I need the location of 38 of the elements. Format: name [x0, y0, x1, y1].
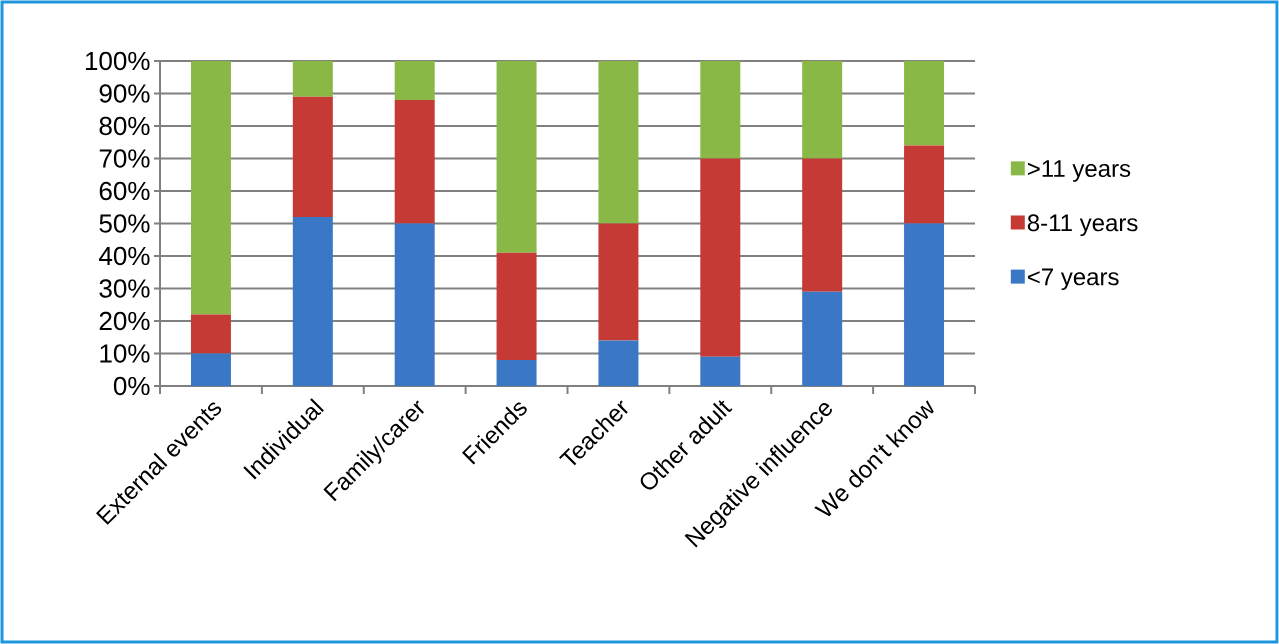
- bar: [904, 145, 945, 224]
- bar: [292, 96, 333, 217]
- bar: [700, 356, 741, 386]
- y-tick-label: 100%: [85, 51, 150, 71]
- y-tick-label: 10%: [100, 344, 150, 363]
- bar: [394, 223, 435, 386]
- y-tick-label: 0%: [113, 376, 150, 396]
- y-tick-label: 80%: [99, 116, 150, 136]
- bar: [394, 99, 435, 224]
- bar: [598, 340, 639, 386]
- legend-label: >11 years: [1027, 160, 1131, 182]
- y-tick-label: 90%: [99, 84, 150, 103]
- y-tick-label: 20%: [99, 311, 150, 331]
- bar: [496, 60, 537, 253]
- bar: [496, 252, 537, 360]
- bar: [496, 359, 537, 386]
- bar: [904, 60, 945, 146]
- bar: [292, 216, 333, 386]
- bar: [190, 314, 231, 354]
- bar: [700, 60, 741, 159]
- bar: [598, 223, 639, 341]
- bar: [904, 223, 945, 386]
- y-tick-label: 70%: [99, 149, 150, 168]
- bar: [190, 60, 231, 315]
- bar: [190, 353, 231, 386]
- bar: [802, 158, 843, 292]
- legend-label: 8-11 years: [1027, 214, 1138, 237]
- bar: [700, 158, 741, 357]
- y-tick-label: 40%: [99, 246, 150, 266]
- bar: [802, 291, 843, 386]
- y-tick-label: 60%: [99, 181, 150, 201]
- bar: [292, 60, 333, 97]
- y-tick-label: 30%: [99, 279, 150, 298]
- bar: [394, 60, 435, 100]
- bar: [802, 60, 843, 159]
- bar: [598, 60, 639, 224]
- legend-label: <7 years: [1027, 268, 1119, 291]
- y-tick-label: 50%: [99, 214, 150, 233]
